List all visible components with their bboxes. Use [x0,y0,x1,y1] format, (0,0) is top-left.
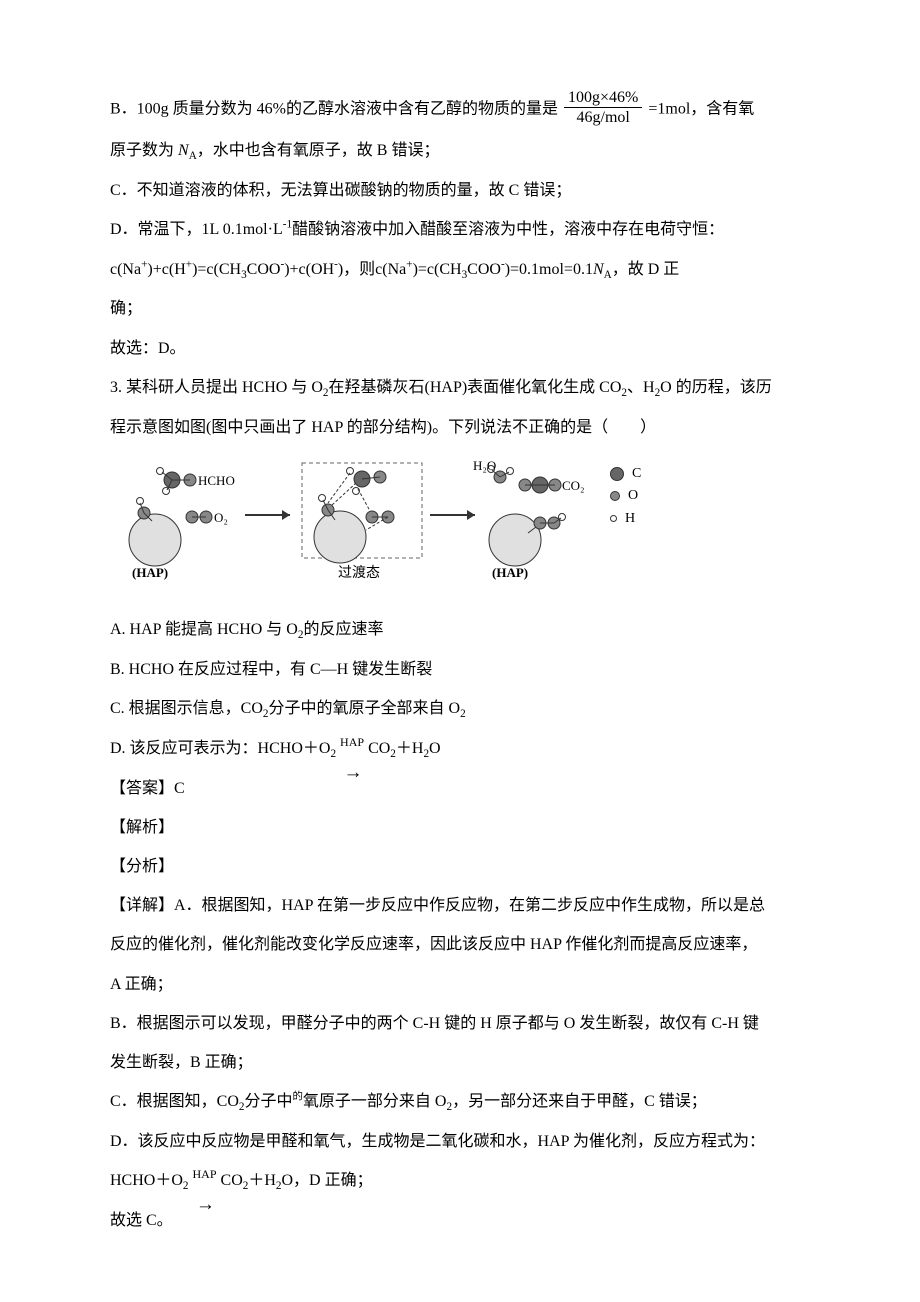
text: C．根据图知，CO [110,1093,239,1110]
label-hcho: HCHO [198,473,235,488]
sup: -1 [283,219,292,231]
arrow-hap-icon: HAP [336,731,368,766]
label-hap2: (HAP) [492,565,528,580]
label-o2: O₂ [214,510,228,525]
option-b-eq: =1mol，含有氧 [648,100,754,117]
label-hap1: (HAP) [132,565,168,580]
text: 氧原子一部分来自 O [303,1093,447,1110]
legend-o: O [610,485,641,507]
q3-detail-a1: 【详解】A．根据图知，HAP 在第一步反应中作反应物，在第二步反应中作生成物，所… [110,888,810,923]
text: CO [368,740,390,757]
label-h2o: H₂O [473,458,496,473]
q3-option-d: D. 该反应可表示为：HCHO＋O2HAPCO2＋H2O [110,731,810,767]
na-symbol: N [178,142,189,159]
legend-h-label: H [625,508,635,530]
text: ＋H [248,1172,276,1189]
option-b-text: B．100g 质量分数为 46%的乙醇水溶液中含有乙醇的物质的量是 [110,100,558,117]
q3-detail-d1: D．该反应中反应物是甲醛和氧气，生成物是二氧化碳和水，HAP 为催化剂，反应方程… [110,1124,810,1159]
o-dot-icon [610,491,620,501]
q3-option-a: A. HAP 能提高 HCHO 与 O2的反应速率 [110,612,810,648]
q3-option-c: C. 根据图示信息，CO2分子中的氧原子全部来自 O2 [110,691,810,727]
text: HCHO＋O [110,1172,183,1189]
arrow-hap-icon: HAP [189,1163,221,1198]
text: 的 [293,1092,303,1103]
text: D. 该反应可表示为：HCHO＋O [110,740,330,757]
h-dot-icon [610,515,617,522]
legend-c-label: C [632,463,641,485]
fraction-ethanol: 100g×46% 46g/mol [564,88,642,127]
text: 分子中 [245,1093,293,1110]
text: 、H [627,379,655,396]
hap-label: HAP [191,1167,219,1181]
option-d-line3: 确； [110,291,810,326]
q3-jiexi: 【解析】 [110,810,810,845]
label-transition: 过渡态 [338,565,380,581]
na-symbol: N [593,261,604,278]
na-sub: A [604,269,612,281]
charge-eqn2: c(Na+)=c(CH3COO-) [375,261,510,278]
text: 分子中的氧原子全部来自 O [269,700,461,717]
text: ＋H [396,740,424,757]
text: 3. 某科研人员提出 HCHO 与 O [110,379,323,396]
text: 在羟基磷灰石(HAP)表面催化氧化生成 CO [329,379,622,396]
option-b-line1: B．100g 质量分数为 46%的乙醇水溶液中含有乙醇的物质的量是 100g×4… [110,90,810,129]
q3-fenxi: 【分析】 [110,849,810,884]
q3-stem-line2: 程示意图如图(图中只画出了 HAP 的部分结构)。下列说法不正确的是（ ） [110,410,810,445]
text: CO [221,1172,243,1189]
q3-detail-d2: HCHO＋O2HAPCO2＋H2O，D 正确； [110,1163,810,1199]
text: ，水中也含有氧原子，故 B 错误； [197,142,440,159]
option-c: C．不知道溶液的体积，无法算出碳酸钠的物质的量，故 C 错误； [110,173,810,208]
q3-answer: 【答案】C [110,771,810,806]
answer-choose-d: 故选：D。 [110,331,810,366]
q3-option-b: B. HCHO 在反应过程中，有 C—H 键发生断裂 [110,652,810,687]
text: =0.1mol=0.1 [510,261,593,278]
q3-detail-b1: B．根据图示可以发现，甲醛分子中的两个 C-H 键的 H 原子都与 O 发生断裂… [110,1006,810,1041]
text: C. 根据图示信息，CO [110,700,263,717]
legend-c: C [610,463,641,485]
label-co2: CO₂ [562,478,585,493]
q3-detail-a3: A 正确； [110,967,810,1002]
hap-label: HAP [338,735,366,749]
legend-o-label: O [628,485,638,507]
option-b-line2: 原子数为 NA，水中也含有氧原子，故 B 错误； [110,133,810,169]
fraction-numerator: 100g×46% [564,88,642,108]
c-dot-icon [610,467,624,481]
charge-balance-eqn: c(Na+)+c(H+)=c(CH3COO-)+c(OH-) [110,261,343,278]
text: ，则 [343,261,375,278]
text: A. HAP 能提高 HCHO 与 O [110,621,298,638]
q3-detail-b2: 发生断裂，B 正确； [110,1045,810,1080]
text: 原子数为 [110,142,178,159]
text: ，另一部分还来自于甲醛，C 错误； [452,1093,707,1110]
text: D．常温下，1L 0.1mol·L [110,221,283,238]
legend-h: H [610,508,641,530]
text: O 的历程，该历 [660,379,772,396]
text: 的反应速率 [303,621,383,638]
q3-stem-line1: 3. 某科研人员提出 HCHO 与 O2在羟基磷灰石(HAP)表面催化氧化生成 … [110,370,810,406]
q3-detail-c1: C．根据图知，CO2分子中的氧原子一部分来自 O2，另一部分还来自于甲醛，C 错… [110,1084,810,1120]
text: 醋酸钠溶液中加入醋酸至溶液为中性，溶液中存在电荷守恒： [292,221,724,238]
mechanism-svg: HCHO O₂ (HAP) 过渡态 [110,455,650,585]
reaction-diagram: HCHO O₂ (HAP) 过渡态 [110,455,810,598]
text: ，故 D 正 [612,261,680,278]
diagram-legend: C O H [610,463,641,530]
option-d-eqn: c(Na+)+c(H+)=c(CH3COO-)+c(OH-)，则c(Na+)=c… [110,252,810,288]
q3-detail-choose: 故选 C。 [110,1203,810,1238]
q3-detail-a2: 反应的催化剂，催化剂能改变化学反应速率，因此该反应中 HAP 作催化剂而提高反应… [110,927,810,962]
text: O [429,740,441,757]
text: O，D 正确； [282,1172,373,1189]
na-sub: A [189,151,197,163]
option-d-line1: D．常温下，1L 0.1mol·L-1醋酸钠溶液中加入醋酸至溶液为中性，溶液中存… [110,212,810,247]
fraction-denominator: 46g/mol [564,108,642,127]
